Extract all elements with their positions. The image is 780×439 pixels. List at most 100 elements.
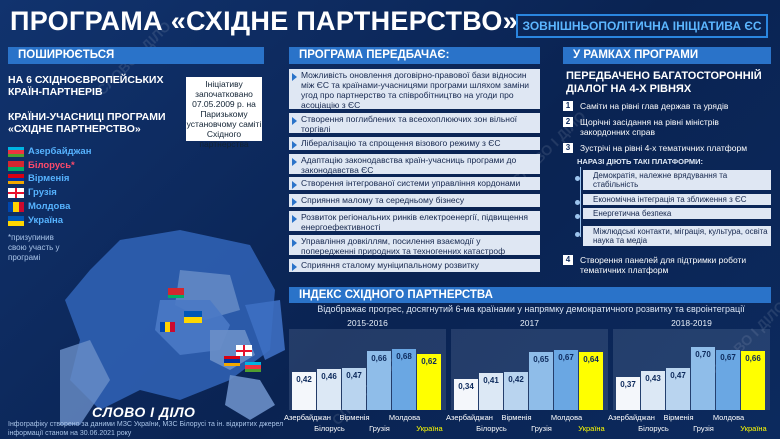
program-item: Сприяння малому та середньому бізнесу xyxy=(289,194,540,207)
countries-line: НА 6 СХІДНОЄВРОПЕЙСЬКИХ КРАЇН-ПАРТНЕРІВ xyxy=(8,74,164,98)
bar xyxy=(691,347,715,410)
bar xyxy=(317,368,341,410)
year-label: 2015-2016 xyxy=(347,318,388,328)
platform-item: Економічна інтеграція та зближення з ЄС xyxy=(575,194,771,205)
category-label: Україна xyxy=(416,424,443,433)
program-item: Створення поглиблених та всеохоплюючих з… xyxy=(289,113,540,134)
bar-value-label: 0,70 xyxy=(695,350,711,359)
level-item: 4 Створення панелей для підтримки роботи … xyxy=(563,255,771,277)
bullet-icon xyxy=(292,263,297,271)
europe-map xyxy=(60,230,285,425)
category-label: Молдова xyxy=(712,413,745,422)
category-label: Грузія xyxy=(693,424,714,433)
category-label: Україна xyxy=(578,424,605,433)
country-name: Вірменія xyxy=(28,173,70,185)
program-item-text: Створення інтегрованої системи управлінн… xyxy=(301,178,521,188)
platform-dot xyxy=(575,176,580,181)
category-label: Україна xyxy=(740,424,767,433)
level-item: 3 Зустрічі на рівні 4-х тематичних платфо… xyxy=(563,143,771,165)
bar-value-label: 0,47 xyxy=(670,370,686,380)
framework-heading: У РАМКАХ ПРОГРАМИ xyxy=(563,47,771,64)
bar xyxy=(342,367,366,410)
level-number: 4 xyxy=(563,255,573,265)
country-item: Молдова xyxy=(8,201,128,213)
bar xyxy=(367,350,391,410)
country-flag xyxy=(8,201,24,212)
bar-value-label: 0,42 xyxy=(508,375,524,385)
bar xyxy=(666,367,690,410)
category-label: Білорусь xyxy=(638,424,669,433)
program-item: Можливість оновлення договірно-правової … xyxy=(289,69,540,110)
bar-value-label: 0,47 xyxy=(346,370,362,380)
level-text: Створення панелей для підтримки роботи т… xyxy=(580,255,747,275)
country-name: Молдова xyxy=(28,200,71,212)
program-item: Створення інтегрованої системи управлінн… xyxy=(289,177,540,190)
year-label: 2018-2019 xyxy=(671,318,712,328)
country-flag xyxy=(8,174,24,185)
bar xyxy=(417,354,441,410)
bar-value-label: 0,65 xyxy=(533,354,549,364)
bar xyxy=(579,352,603,410)
country-item: Грузія xyxy=(8,187,128,199)
country-item: Вірменія xyxy=(8,173,128,185)
framework-subheading: ПЕРЕДБАЧЕНО БАГАТОСТОРОННІЙ ДІАЛОГ НА 4-… xyxy=(566,70,762,95)
country-item: Азербайджан xyxy=(8,146,128,158)
country-item: Україна xyxy=(8,215,128,227)
program-item-text: Створення поглиблених та всеохоплюючих з… xyxy=(301,114,518,134)
bar-value-label: 0,66 xyxy=(371,353,387,363)
program-item-text: Можливість оновлення договірно-правової … xyxy=(301,70,530,110)
bullet-icon xyxy=(292,198,297,206)
bar xyxy=(454,379,478,410)
platform-item: Енергетична безпека xyxy=(575,208,771,219)
bar xyxy=(529,351,553,410)
platform-text: Енергетична безпека xyxy=(593,209,672,218)
brand-logo: СЛОВО І ДІЛО xyxy=(92,404,196,420)
country-name: Білорусь* xyxy=(28,159,75,171)
category-label: Вірменія xyxy=(339,413,370,422)
bullet-icon xyxy=(292,73,297,81)
map-flag-ukraine xyxy=(184,311,202,323)
bullet-icon xyxy=(292,158,297,166)
bar xyxy=(716,349,740,410)
year-label: 2017 xyxy=(520,318,539,328)
country-name: Азербайджан xyxy=(28,146,92,157)
category-label: Грузія xyxy=(369,424,390,433)
platform-text: Демократія, належне врядування та стабіл… xyxy=(593,171,728,189)
index-description: Відображає прогрес, досягнутий 6-ма краї… xyxy=(317,304,745,314)
bar xyxy=(616,376,640,410)
bar xyxy=(392,348,416,410)
program-item: Розвиток регіональних ринків електроенер… xyxy=(289,211,540,232)
platform-dot xyxy=(575,232,580,237)
platform-dot xyxy=(575,214,580,219)
bullet-icon xyxy=(292,181,297,189)
country-item: Білорусь* xyxy=(8,160,128,172)
spread-heading: ПОШИРЮЄТЬСЯ xyxy=(8,47,264,64)
credits: Інфографіку створено за даними МЗС Украї… xyxy=(8,421,284,437)
bar-value-label: 0,46 xyxy=(321,371,337,381)
category-label: Молдова xyxy=(550,413,583,422)
tree-line xyxy=(580,167,581,237)
bar-value-label: 0,42 xyxy=(296,375,312,385)
platform-dot xyxy=(575,200,580,205)
bar-value-label: 0,62 xyxy=(421,357,437,367)
bullet-icon xyxy=(292,215,297,223)
bullet-icon xyxy=(292,239,297,247)
footnote: *призупинив свою участь у програмі xyxy=(8,233,60,262)
program-item-text: Розвиток регіональних ринків електроенер… xyxy=(301,212,528,232)
program-item-text: Адаптацію законодавства країн-учасниць п… xyxy=(301,155,517,175)
country-flag xyxy=(8,160,24,171)
level-number: 3 xyxy=(563,143,573,153)
program-item-text: Сприяння сталому муніципальному розвитку xyxy=(301,260,479,270)
category-label: Вірменія xyxy=(501,413,532,422)
map-flag-moldova xyxy=(160,322,175,332)
category-label: Білорусь xyxy=(476,424,507,433)
program-heading: ПРОГРАМА ПЕРЕДБАЧАЄ: xyxy=(289,47,540,64)
platform-text: Міжлюдські контакти, міграція, культура,… xyxy=(593,227,768,245)
bar xyxy=(504,372,528,410)
bar-value-label: 0,67 xyxy=(720,352,736,362)
bullet-icon xyxy=(292,117,297,125)
country-name: Грузія xyxy=(28,187,57,199)
country-name: Україна xyxy=(28,214,64,226)
country-flag xyxy=(8,188,24,199)
program-item: Сприяння сталому муніципальному розвитку xyxy=(289,259,540,272)
